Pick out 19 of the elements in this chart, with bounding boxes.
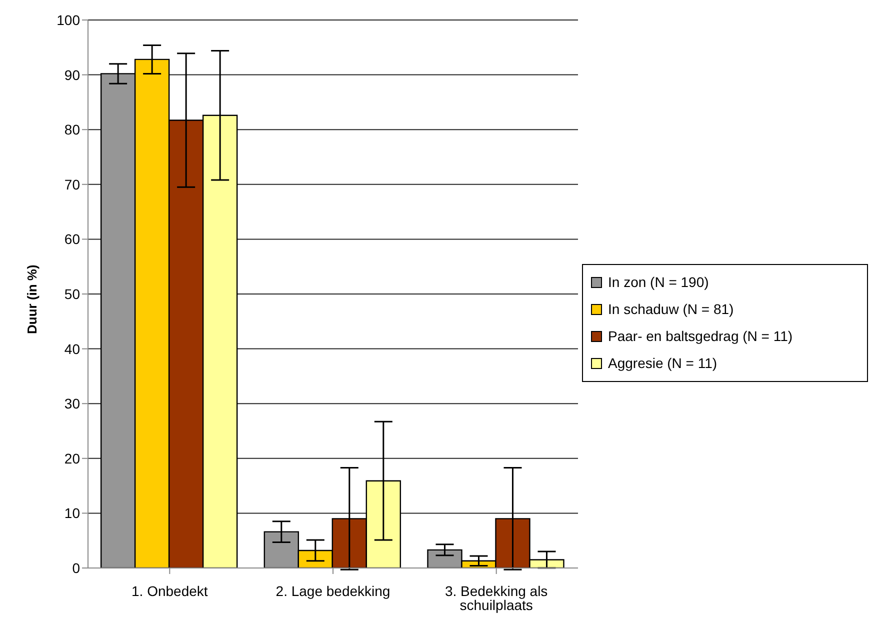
legend-label: In zon (N = 190) — [608, 273, 709, 292]
y-tick-label: 80 — [64, 122, 80, 138]
y-tick-label: 20 — [64, 450, 80, 466]
y-tick-label: 60 — [64, 231, 80, 248]
y-tick-label: 40 — [64, 340, 80, 357]
legend-label: In schaduw (N = 81) — [608, 300, 734, 319]
legend-label: Paar- en baltsgedrag (N = 11) — [608, 327, 793, 346]
legend-label: Aggresie (N = 11) — [608, 354, 718, 373]
y-tick-label: 70 — [64, 176, 80, 192]
x-tick-label: 2. Lage bedekking — [276, 582, 390, 599]
y-tick-label: 30 — [64, 396, 80, 412]
x-tick-label: 3. Bedekking als schuilplaats — [444, 582, 548, 613]
y-axis-title: Duur (in %) — [24, 264, 40, 334]
y-tick-label: 0 — [72, 560, 80, 576]
y-tick-label: 100 — [56, 12, 80, 28]
x-tick-label: 1. Onbedekt — [132, 582, 208, 599]
y-tick-label: 50 — [64, 286, 80, 302]
y-tick-label: 90 — [64, 66, 80, 83]
y-tick-label: 10 — [64, 505, 80, 522]
